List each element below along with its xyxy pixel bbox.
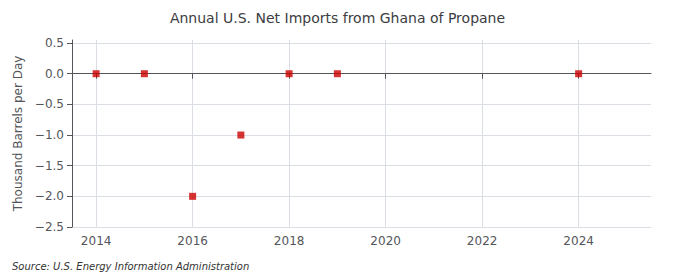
svg-text:2024: 2024 — [563, 234, 594, 248]
svg-text:2018: 2018 — [274, 234, 305, 248]
svg-text:−1.0: −1.0 — [35, 128, 64, 142]
svg-text:2022: 2022 — [467, 234, 498, 248]
svg-text:−2.0: −2.0 — [35, 189, 64, 203]
svg-text:2020: 2020 — [370, 234, 401, 248]
svg-text:−0.5: −0.5 — [35, 97, 64, 111]
svg-text:−1.5: −1.5 — [35, 159, 64, 173]
svg-text:2014: 2014 — [81, 234, 112, 248]
svg-text:Source: U.S. Energy Informatio: Source: U.S. Energy Information Administ… — [12, 261, 249, 272]
svg-text:0.0: 0.0 — [45, 67, 64, 81]
svg-text:2016: 2016 — [177, 234, 208, 248]
svg-text:Thousand Barrels per Day: Thousand Barrels per Day — [11, 56, 25, 213]
svg-text:−2.5: −2.5 — [35, 220, 64, 234]
svg-text:0.5: 0.5 — [45, 36, 64, 50]
svg-text:Annual U.S. Net Imports from G: Annual U.S. Net Imports from Ghana of Pr… — [170, 10, 505, 26]
